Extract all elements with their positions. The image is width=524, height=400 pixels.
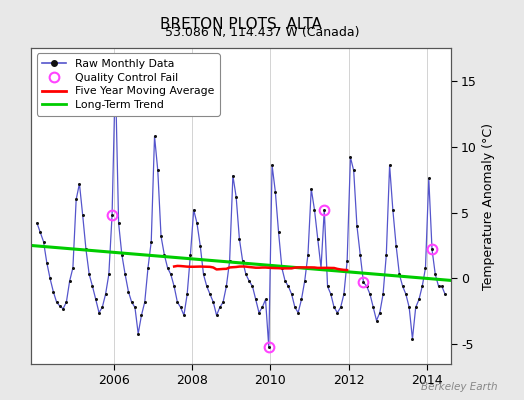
Text: 53.086 N, 114.437 W (Canada): 53.086 N, 114.437 W (Canada) (165, 26, 359, 39)
Text: Berkeley Earth: Berkeley Earth (421, 382, 498, 392)
Y-axis label: Temperature Anomaly (°C): Temperature Anomaly (°C) (483, 122, 496, 290)
Legend: Raw Monthly Data, Quality Control Fail, Five Year Moving Average, Long-Term Tren: Raw Monthly Data, Quality Control Fail, … (37, 54, 220, 116)
Title: BRETON PLOTS, ALTA: BRETON PLOTS, ALTA (160, 16, 322, 32)
